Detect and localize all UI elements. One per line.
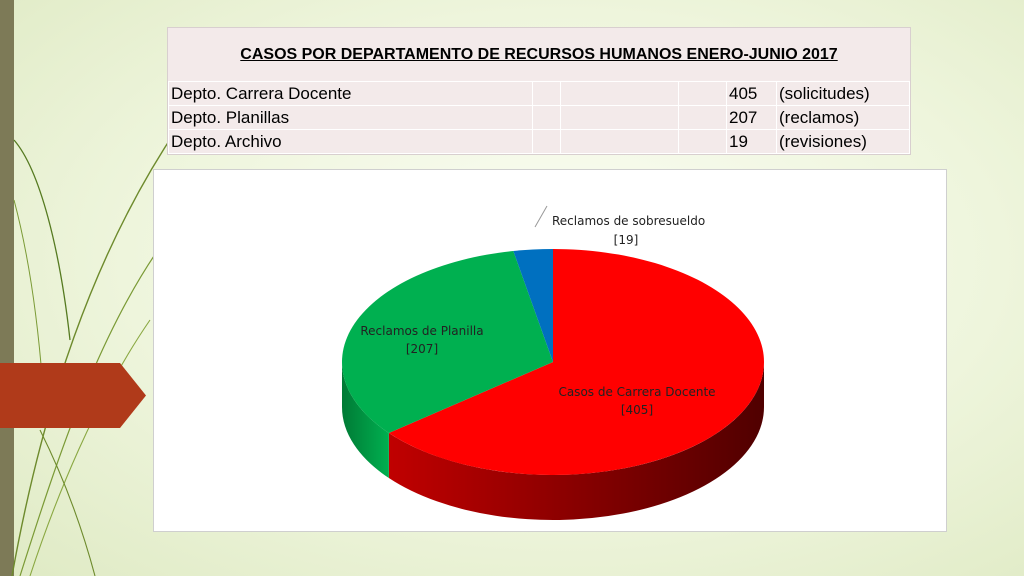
pie-chart: Reclamos de sobresueldo [19] Reclamos de… xyxy=(341,205,764,520)
summary-table: CASOS POR DEPARTAMENTO DE RECURSOS HUMAN… xyxy=(167,27,911,155)
case-unit: (revisiones) xyxy=(776,129,910,154)
case-unit: (solicitudes) xyxy=(776,81,910,106)
spacer-cell xyxy=(560,129,679,154)
spacer-cell xyxy=(678,129,727,154)
arrow-tab xyxy=(0,363,146,428)
table-row: Depto. Planillas 207 (reclamos) xyxy=(168,105,910,130)
spacer-cell xyxy=(532,129,561,154)
pie-chart-panel: Reclamos de sobresueldo [19] Reclamos de… xyxy=(153,169,947,532)
side-bar xyxy=(0,0,14,576)
case-count: 405 xyxy=(726,81,777,106)
pie-slice-sobresueldo xyxy=(513,249,553,362)
dept-name: Depto. Planillas xyxy=(168,105,533,130)
spacer-cell xyxy=(560,81,679,106)
spacer-cell xyxy=(678,105,727,130)
dept-name: Depto. Carrera Docente xyxy=(168,81,533,106)
table-row: Depto. Carrera Docente 405 (solicitudes) xyxy=(168,81,910,106)
spacer-cell xyxy=(532,105,561,130)
pie-side-carrera-docente xyxy=(388,362,764,520)
case-unit: (reclamos) xyxy=(776,105,910,130)
slice-label-carrera-docente: Casos de Carrera Docente xyxy=(558,385,715,399)
pie-sides xyxy=(342,362,764,520)
table-title: CASOS POR DEPARTAMENTO DE RECURSOS HUMAN… xyxy=(240,46,838,63)
dept-name: Depto. Archivo xyxy=(168,129,533,154)
pie-slice-planilla xyxy=(341,251,553,434)
pie-slice-carrera-docente xyxy=(388,249,764,476)
slice-value-planilla: [207] xyxy=(406,342,438,356)
case-count: 207 xyxy=(726,105,777,130)
pie-side-planilla xyxy=(342,362,389,479)
slice-label-sobresueldo: Reclamos de sobresueldo xyxy=(552,214,705,228)
pie-tops xyxy=(341,249,764,476)
cases-table: Depto. Carrera Docente 405 (solicitudes)… xyxy=(168,81,910,154)
spacer-cell xyxy=(678,81,727,106)
case-count: 19 xyxy=(726,129,777,154)
slice-value-carrera-docente: [405] xyxy=(621,403,653,417)
slice-value-sobresueldo: [19] xyxy=(614,233,639,247)
label-leader-line xyxy=(534,205,548,228)
spacer-cell xyxy=(560,105,679,130)
spacer-cell xyxy=(532,81,561,106)
slice-label-planilla: Reclamos de Planilla xyxy=(360,324,483,338)
table-row: Depto. Archivo 19 (revisiones) xyxy=(168,129,910,154)
